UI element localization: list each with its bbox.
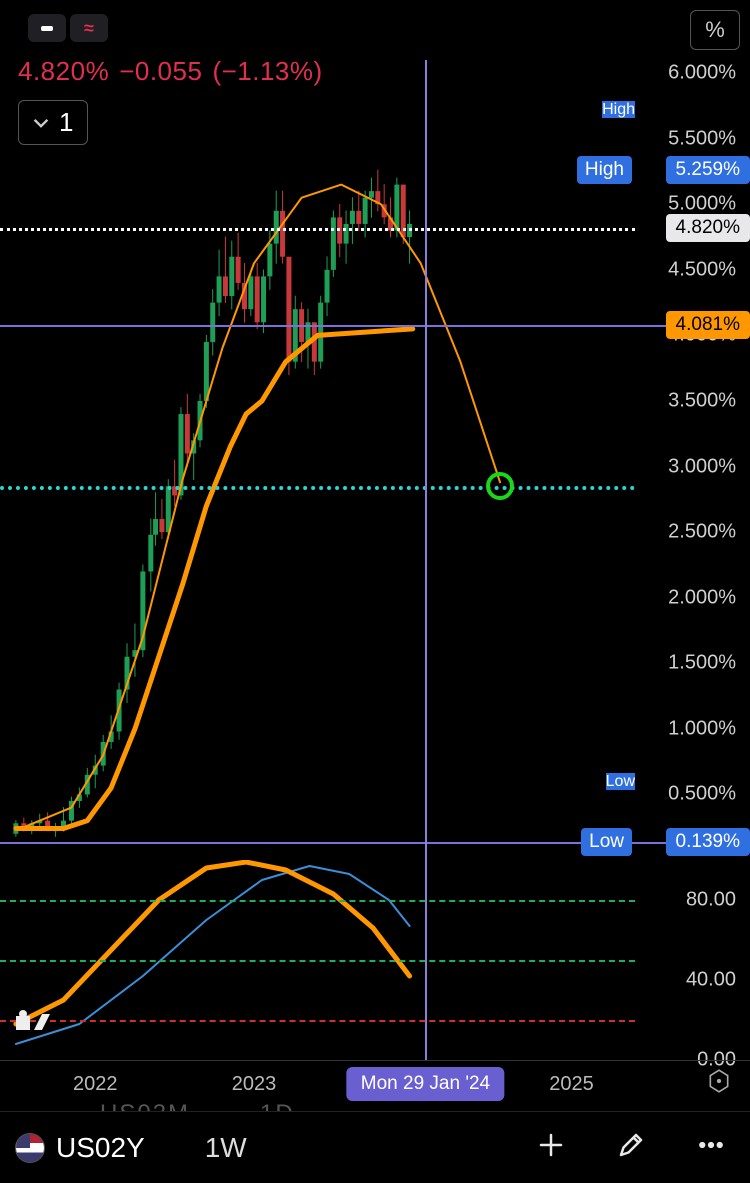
price-extreme-label: Low <box>581 828 632 856</box>
x-tick: 2025 <box>549 1073 594 1096</box>
main-chart-canvas[interactable] <box>0 60 635 860</box>
y-tick: 2.000% <box>668 586 736 609</box>
add-button[interactable] <box>536 1130 566 1165</box>
timeframe-value: 1W <box>205 1132 247 1163</box>
y-tick: 4.500% <box>668 258 736 281</box>
pencil-icon <box>616 1130 646 1160</box>
target-marker[interactable] <box>486 472 514 500</box>
indicator-band <box>0 960 635 962</box>
toggle-indicator[interactable]: ≈ <box>70 14 108 42</box>
symbol-selector[interactable]: US02Y <box>16 1132 145 1164</box>
y-tick: 5.000% <box>668 193 736 216</box>
price-axis[interactable]: 6.000%5.500%5.000%4.500%4.000%3.500%3.00… <box>635 60 750 860</box>
symbol-name: US02Y <box>56 1132 145 1164</box>
x-tick: 2023 <box>232 1073 277 1096</box>
price-extreme-label: High <box>577 156 632 184</box>
price-tag-value: 4.081% <box>676 314 740 336</box>
price-tag-value: 5.259% <box>676 159 740 181</box>
y-tick: 0.500% <box>668 783 736 806</box>
y-tick: 1.000% <box>668 717 736 740</box>
y-tick: 6.000% <box>668 62 736 85</box>
tradingview-logo <box>16 1010 50 1036</box>
indicator-band <box>0 900 635 902</box>
y-tick: 3.000% <box>668 455 736 478</box>
draw-button[interactable] <box>616 1130 646 1165</box>
y-tick: 3.500% <box>668 389 736 412</box>
price-tag-label: High <box>602 101 635 118</box>
price-tag-label: Low <box>606 773 635 790</box>
percent-label: % <box>705 17 725 43</box>
indicator-tick: 40.00 <box>686 969 736 992</box>
series-visibility-toggles: ≈ <box>28 14 108 42</box>
price-tag: 0.139% <box>666 828 750 856</box>
price-tag: 4.081% <box>666 311 750 339</box>
price-tag: 5.259% <box>666 156 750 184</box>
more-button[interactable] <box>696 1130 726 1165</box>
price-tag: 4.820% <box>666 214 750 242</box>
y-tick: 2.500% <box>668 521 736 544</box>
indicator-axis[interactable]: 80.0040.000.00 <box>635 860 750 1060</box>
indicator-band <box>0 1020 635 1022</box>
toggle-candles[interactable] <box>28 14 66 42</box>
bottom-toolbar: US02Y 1W <box>0 1111 750 1183</box>
x-tick: 2022 <box>73 1073 118 1096</box>
timeframe-selector[interactable]: 1W <box>205 1132 247 1164</box>
indicator-tick: 80.00 <box>686 889 736 912</box>
chart-settings-icon[interactable] <box>706 1068 732 1099</box>
scale-percent-toggle[interactable]: % <box>690 10 740 50</box>
crosshair-date-tag: Mon 29 Jan '24 <box>347 1067 504 1101</box>
flag-us-icon <box>16 1134 44 1162</box>
y-tick: 1.500% <box>668 652 736 675</box>
price-tag-value: 4.820% <box>676 217 740 239</box>
price-tag-value: 0.139% <box>676 831 740 853</box>
chart-hline[interactable] <box>0 228 635 231</box>
plus-icon <box>536 1130 566 1160</box>
dots-icon <box>696 1130 726 1160</box>
chart-hline[interactable] <box>0 486 635 490</box>
y-tick: 5.500% <box>668 127 736 150</box>
